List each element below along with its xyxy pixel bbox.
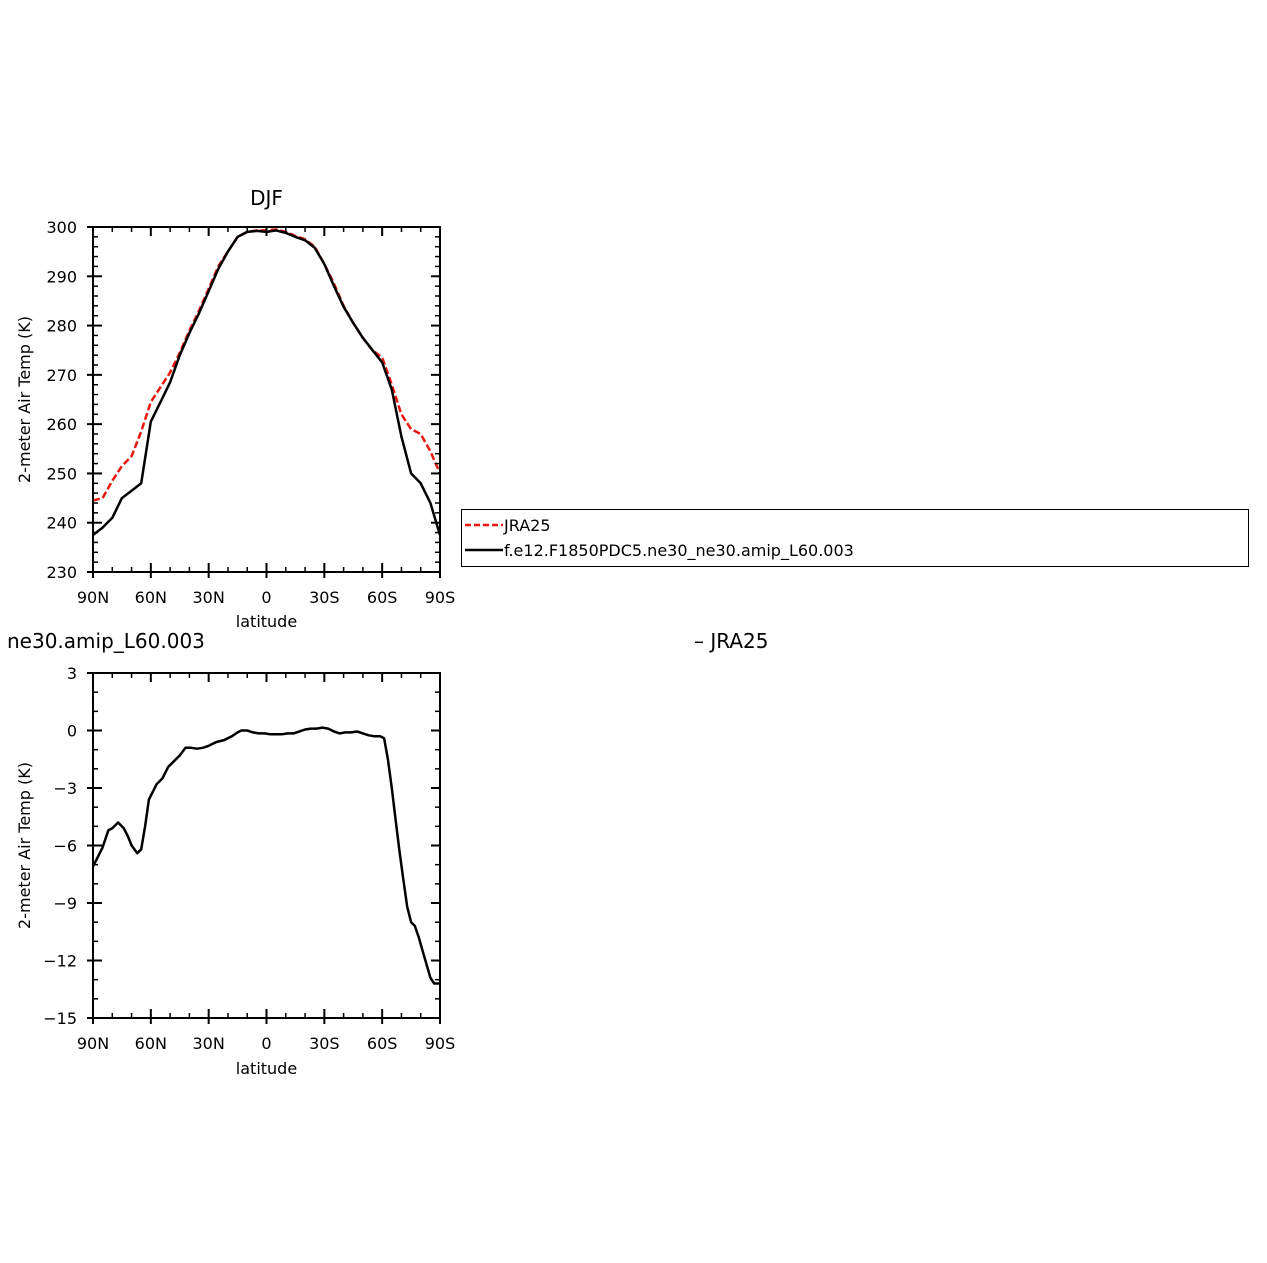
y-tick-label: 260: [46, 415, 77, 434]
x-tick-label: 60S: [367, 1034, 398, 1053]
y-tick-label: 290: [46, 267, 77, 286]
x-axis-label: latitude: [236, 1059, 297, 1078]
y-tick-label: 270: [46, 366, 77, 385]
chart-title: DJF: [250, 186, 283, 210]
y-tick-label: −9: [53, 894, 77, 913]
y-tick-label: −6: [53, 837, 77, 856]
legend-label-model: f.e12.F1850PDC5.ne30_ne30.amip_L60.003: [504, 541, 854, 561]
x-axis-label: latitude: [236, 612, 297, 631]
x-tick-label: 90N: [77, 588, 109, 607]
y-tick-label: 3: [67, 664, 77, 683]
x-tick-label: 60N: [135, 588, 167, 607]
chart-title-right: – JRA25: [694, 629, 768, 653]
x-tick-label: 30N: [193, 588, 225, 607]
x-tick-label: 90S: [425, 1034, 456, 1053]
legend-label-jra25: JRA25: [503, 516, 551, 535]
plot-frame: [92, 672, 441, 1019]
x-tick-label: 60N: [135, 1034, 167, 1053]
y-tick-label: 240: [46, 514, 77, 533]
bottom-chart-panel: 90N 60N 30N 0 30S 60S 90S 3 0 −3 −6 −9 −12 −15 latitud…: [7, 629, 768, 1078]
x-tick-label: 60S: [367, 588, 398, 607]
x-tick-label: 0: [261, 1034, 271, 1053]
x-tick-label: 0: [261, 588, 271, 607]
x-tick-label: 30S: [309, 1034, 340, 1053]
x-tick-label: 30N: [193, 1034, 225, 1053]
x-tick-label: 30S: [309, 588, 340, 607]
y-axis-label: 2-meter Air Temp (K): [15, 762, 34, 929]
y-tick-label: −3: [53, 779, 77, 798]
series-line-difference: [91, 726, 440, 985]
y-tick-label: 300: [46, 218, 77, 237]
y-tick-label: 280: [46, 317, 77, 336]
y-axis-label: 2-meter Air Temp (K): [15, 316, 34, 483]
legend-canvas: JRA25 f.e12.F1850PDC5.ne30_ne30.amip_L60…: [465, 516, 854, 561]
x-tick-label: 90S: [425, 588, 456, 607]
legend: JRA25 f.e12.F1850PDC5.ne30_ne30.amip_L60…: [461, 509, 1249, 567]
y-tick-label: −15: [43, 1009, 77, 1028]
series-line-model: [92, 229, 442, 536]
y-tick-label: 230: [46, 563, 77, 582]
plot-frame: [92, 226, 441, 573]
x-tick-label: 90N: [77, 1034, 109, 1053]
y-tick-label: 250: [46, 464, 77, 483]
chart-title-left: ne30.amip_L60.003: [7, 629, 205, 653]
y-tick-label: −12: [43, 952, 77, 971]
top-chart-panel: 90N 60N 30N 0 30S 60S 90S 230 240 250 260 270 280 290…: [15, 186, 455, 631]
y-tick-label: 0: [67, 722, 77, 741]
